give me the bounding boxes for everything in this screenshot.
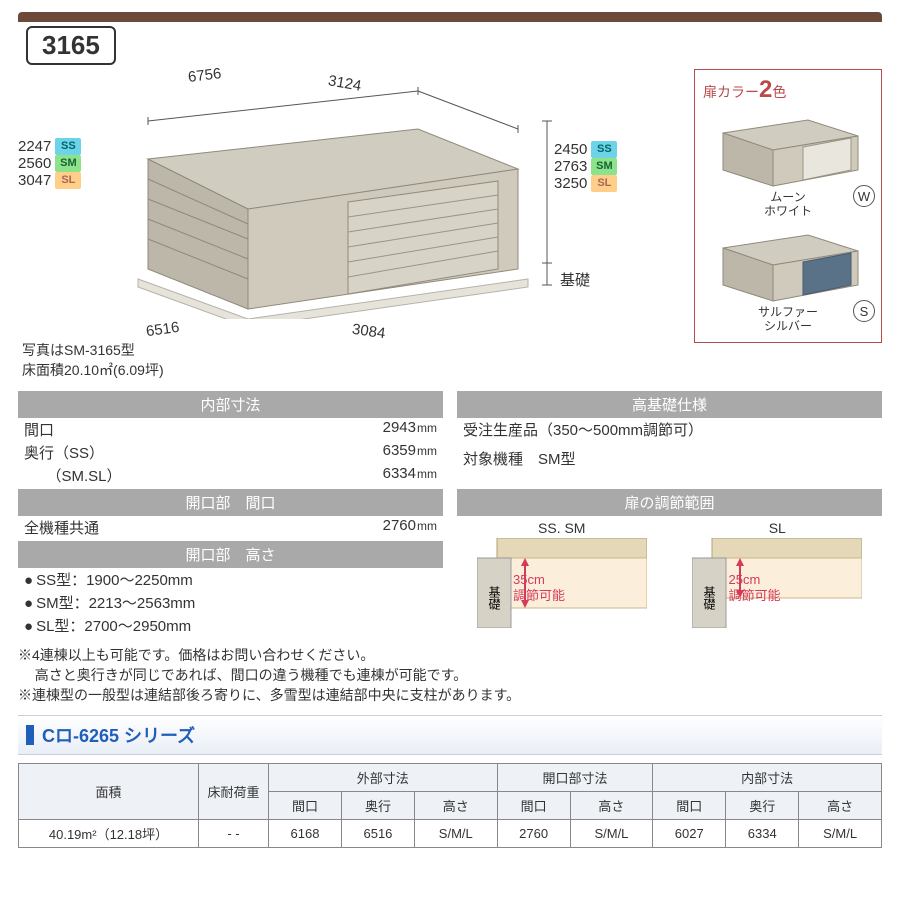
th-int: 内部寸法 <box>653 764 882 792</box>
kiso-label: 基礎 <box>560 269 590 290</box>
internal-dims-header: 内部寸法 <box>18 391 443 418</box>
opening-height-section: 開口部 高さ SS型：1900～2250mm SM型：2213～2563mm S… <box>18 541 443 637</box>
opening-width-header: 開口部 間口 <box>18 489 443 516</box>
door-color-panel: 扉カラー2色 W ムーンホワイト S <box>694 69 882 343</box>
svg-text:基礎: 基礎 <box>487 585 501 610</box>
diagram-caption: 写真はSM-3165型 床面積20.10㎡(6.09坪) <box>22 341 164 380</box>
notes-block: ※4連棟以上も可能です。価格はお問い合わせください。 高さと奥行きが同じであれば… <box>18 645 882 706</box>
th-ext: 外部寸法 <box>269 764 498 792</box>
right-dim-line <box>538 113 556 303</box>
th-open: 開口部寸法 <box>497 764 653 792</box>
left-height-legend: 2247SS 2560SM 3047SL <box>18 138 81 189</box>
adj-panel-ss-sm: SS. SM 基礎 35cm調節可能 <box>457 520 667 605</box>
brown-top-bar <box>18 12 882 22</box>
door-range-header: 扉の調節範囲 <box>457 489 882 516</box>
svg-text:基礎: 基礎 <box>702 585 716 610</box>
color-swatch-sulfur-silver: S サルファーシルバー <box>703 223 873 334</box>
th-load: 床耐荷重 <box>199 764 269 820</box>
series-header-bar: Cロ-6265 シリーズ <box>18 715 882 755</box>
opening-width-section: 開口部 間口 全機種共通2760mm <box>18 489 443 539</box>
adj-panel-sl: SL 基礎 25cm調節可能 <box>673 520 883 605</box>
swatch-code-s: S <box>853 300 875 322</box>
high-base-section: 高基礎仕様 受注生産品（350～500mm調節可） 対象機種 SM型 <box>457 391 882 487</box>
door-color-title: 扉カラー2色 <box>703 76 873 104</box>
dimension-diagram: 3124 6756 2247SS 2560SM 3047SL 2450SS 27… <box>18 33 686 333</box>
high-base-header: 高基礎仕様 <box>457 391 882 418</box>
dim-bottom-front: 3084 <box>351 321 386 342</box>
table-row: 40.19m²（12.18坪） - - 61686516S/M/L 2760S/… <box>19 820 882 848</box>
door-range-section: 扉の調節範囲 SS. SM 基礎 35cm調節可能 SL <box>457 489 882 637</box>
color-swatch-moon-white: W ムーンホワイト <box>703 108 873 219</box>
opening-height-header: 開口部 高さ <box>18 541 443 568</box>
right-height-legend: 2450SS 2763SM 3250SL <box>554 141 617 192</box>
spec-table: 面積 床耐荷重 外部寸法 開口部寸法 内部寸法 間口奥行高さ 間口高さ 間口奥行… <box>18 763 882 848</box>
internal-dims-section: 内部寸法 間口2943mm 奥行（SS）6359mm （SM.SL）6334mm <box>18 391 443 487</box>
th-area: 面積 <box>19 764 199 820</box>
dim-bottom-depth: 6516 <box>145 319 180 340</box>
shed-illustration <box>88 69 538 319</box>
swatch-code-w: W <box>853 185 875 207</box>
